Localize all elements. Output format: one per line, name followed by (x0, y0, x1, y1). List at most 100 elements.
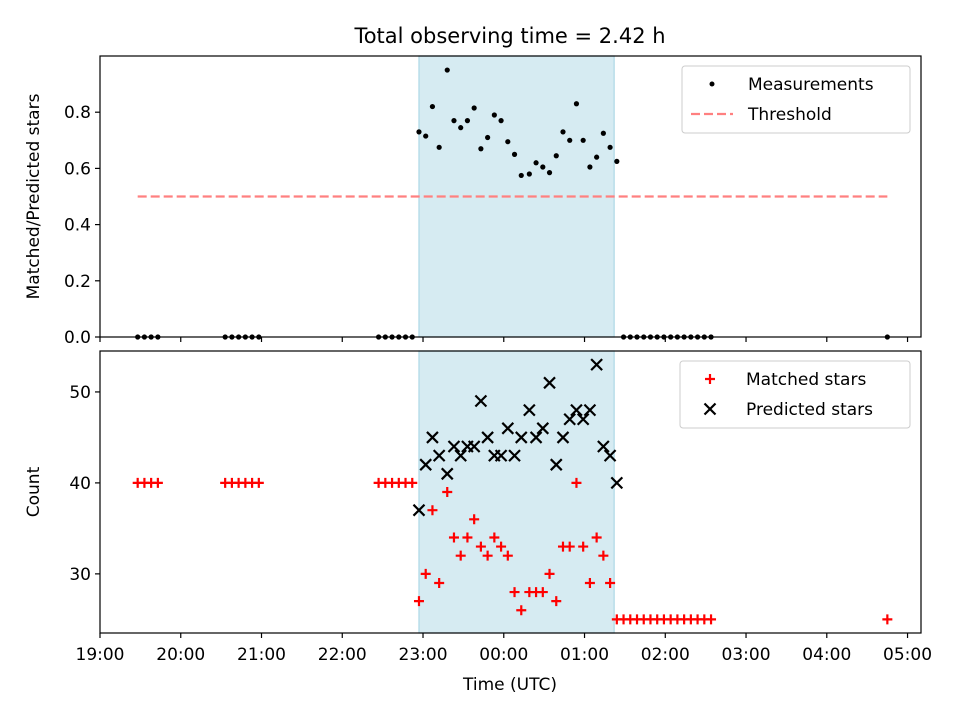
predicted-stars-point (412, 503, 426, 517)
bottom-panel: 19:00 20:00 21:00 22:00 23:00 00:00 01:00 02:00… (24, 350, 932, 695)
predicted-stars-point (481, 431, 494, 444)
matched-stars-point (152, 477, 163, 488)
predicted-stars-point (454, 449, 467, 462)
matched-legend-marker (705, 374, 715, 384)
measurement-point (560, 129, 566, 135)
threshold-legend-label: Threshold (747, 105, 832, 125)
x-tick-label: 04:00 (802, 645, 851, 665)
top-y-tick-label: 0.2 (64, 272, 91, 292)
matched-legend-label: Matched stars (746, 370, 866, 390)
measurement-point (436, 144, 442, 150)
matched-stars-point (605, 577, 616, 588)
matched-stars-point (502, 550, 513, 561)
matched-stars-point (469, 514, 480, 525)
matched-stars-point (455, 550, 466, 561)
matched-stars-point (420, 568, 431, 579)
matched-stars-point (509, 587, 520, 598)
measurements-legend-marker (709, 81, 715, 87)
measurement-point (587, 164, 593, 170)
predicted-stars-point (419, 458, 432, 471)
measurement-point (580, 137, 586, 143)
predicted-legend-label: Predicted stars (746, 400, 873, 420)
predicted-stars-point (597, 440, 610, 453)
top-y-tick-label: 0.0 (64, 328, 91, 348)
measurement-point (458, 125, 464, 131)
measurement-point (491, 112, 497, 118)
x-tick-label: 05:00 (883, 645, 932, 665)
predicted-stars-point (610, 476, 624, 490)
predicted-stars-point (536, 422, 550, 435)
bottom-y-tick-label: 40 (69, 474, 91, 494)
measurement-point (533, 160, 539, 166)
matched-stars-point (516, 605, 527, 616)
top-legend-box (681, 65, 911, 134)
x-tick-label: 22:00 (318, 645, 367, 665)
measurement-point (553, 153, 559, 159)
predicted-legend-marker (703, 402, 717, 416)
predicted-stars-point (549, 458, 563, 471)
bottom-legend: Matched stars Predicted stars (679, 360, 911, 429)
measurement-point (614, 158, 620, 164)
measurement-point (471, 105, 477, 111)
predicted-stars-point (508, 449, 521, 462)
measurement-point (429, 103, 436, 110)
chart-title: Total observing time = 2.42 h (353, 24, 665, 48)
predicted-stars-point (426, 431, 439, 444)
matched-stars-point (591, 532, 602, 543)
x-tick-label: 21:00 (237, 645, 286, 665)
predicted-stars-point (529, 431, 543, 444)
measurement-point (505, 139, 511, 145)
measurement-point (518, 172, 524, 179)
matched-stars-point (489, 532, 500, 543)
measurement-point (511, 151, 518, 157)
x-tick-label: 20:00 (156, 645, 205, 665)
measurement-point (567, 137, 573, 143)
top-y-axis-label: Matched/Predicted stars (24, 93, 44, 299)
top-plot-frame (99, 55, 922, 338)
measurement-point (423, 133, 429, 139)
predicted-stars-point (523, 403, 536, 417)
matched-stars-point (598, 550, 609, 561)
predicted-legend-cross (703, 402, 717, 416)
predicted-stars-point (494, 449, 508, 462)
predicted-stars-point (514, 431, 528, 444)
matched-stars-point (434, 577, 445, 588)
matched-stars-point (584, 577, 595, 588)
measurement-point (451, 118, 457, 124)
matched-stars-point (427, 505, 438, 516)
measurement-point (498, 118, 504, 124)
predicted-stars-point (432, 449, 446, 462)
matched-stars-point (551, 596, 562, 607)
bottom-legend-box (679, 360, 911, 429)
matched-stars-point (442, 487, 453, 497)
predicted-stars-point (440, 467, 454, 481)
measurement-point (600, 130, 606, 136)
x-tick-label: 23:00 (399, 645, 448, 665)
matched-stars-point (571, 477, 582, 488)
matched-stars-point (482, 550, 493, 561)
measurement-point (526, 171, 532, 177)
bottom-y-tick-label: 50 (69, 383, 91, 403)
measurement-point (540, 164, 546, 170)
matched-stars-point (407, 477, 418, 488)
measurement-point (546, 170, 553, 176)
measurement-point (573, 101, 580, 107)
x-axis-label: Time (UTC) (462, 675, 557, 695)
measurement-point (594, 154, 600, 160)
matched-stars-point (564, 541, 575, 552)
measurement-point (464, 118, 471, 124)
measurement-point (444, 67, 450, 73)
top-panel: 0.00.20.40.60.8 Matched/Predicted stars … (24, 55, 922, 348)
top-legend: Measurements Threshold (681, 65, 911, 134)
x-tick-label: 00:00 (479, 645, 528, 665)
predicted-stars-point (570, 403, 583, 417)
x-tick-label: 03:00 (722, 645, 771, 665)
matched-stars-point (462, 532, 473, 543)
matched-stars-point (253, 477, 264, 488)
matched-stars-point (706, 614, 717, 625)
predicted-stars-point (576, 412, 590, 426)
predicted-stars-point (467, 440, 481, 453)
predicted-stars-point (563, 412, 576, 426)
matched-stars-point (413, 596, 424, 607)
